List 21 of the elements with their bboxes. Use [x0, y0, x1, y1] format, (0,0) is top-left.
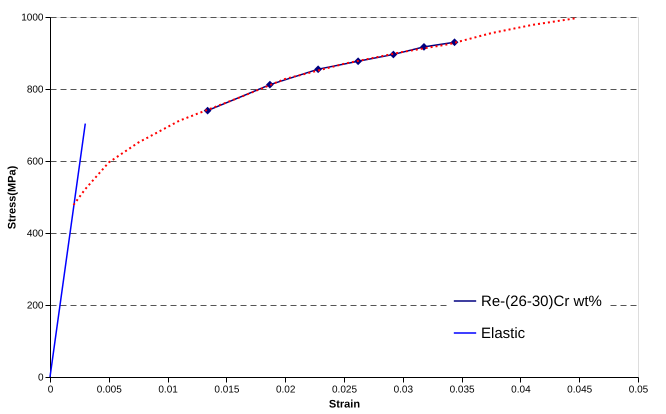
y-axis-title: Stress(MPa)	[6, 165, 18, 230]
y-tick-label: 800	[26, 84, 44, 96]
x-axis-title: Strain	[328, 398, 360, 410]
y-tick-label: 1000	[21, 12, 44, 24]
x-tick-label: 0.015	[214, 384, 240, 396]
y-tick-label: 400	[26, 228, 44, 240]
y-tick-label: 200	[26, 300, 44, 312]
legend-label: Re-(26-30)Cr wt%	[481, 293, 602, 310]
x-tick-label: 0.02	[276, 384, 296, 396]
y-tick-label: 0	[38, 372, 44, 384]
x-tick-label: 0.005	[96, 384, 122, 396]
x-tick-label: 0.01	[158, 384, 178, 396]
legend-label: Elastic	[481, 325, 526, 342]
x-tick-label: 0.04	[511, 384, 532, 396]
x-tick-label: 0.03	[394, 384, 414, 396]
x-tick-label: 0.035	[450, 384, 476, 396]
x-tick-label: 0.045	[567, 384, 593, 396]
x-tick-label: 0	[48, 384, 54, 396]
x-tick-label: 0.025	[332, 384, 358, 396]
y-tick-label: 600	[26, 156, 44, 168]
x-tick-label: 0.05	[628, 384, 649, 396]
